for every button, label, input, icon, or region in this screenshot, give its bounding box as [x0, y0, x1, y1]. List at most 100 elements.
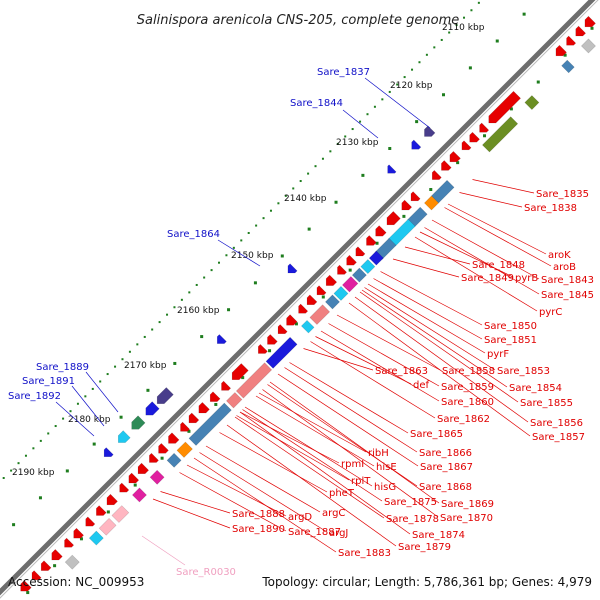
- gene-label-arok[interactable]: aroK: [548, 250, 571, 261]
- gene-label-sare-1859[interactable]: Sare_1859: [441, 382, 494, 393]
- feature-red-arrow-shape: [386, 211, 401, 226]
- gene-label-sare-1878[interactable]: Sare_1878: [386, 514, 439, 525]
- gene-label-argd[interactable]: argD: [288, 512, 312, 523]
- feature-red-arrow: [106, 493, 118, 506]
- gene-label-sare-1849[interactable]: Sare_1849: [461, 273, 514, 284]
- leader-line: [239, 411, 340, 464]
- gene-label-sare-1869[interactable]: Sare_1869: [441, 499, 494, 510]
- gene-label-sare-1890[interactable]: Sare_1890: [232, 524, 285, 535]
- gene-label-sare-1891[interactable]: Sare_1891: [22, 376, 75, 387]
- feature-block: [561, 59, 575, 74]
- gene-label-sare-1844[interactable]: Sare_1844: [290, 98, 343, 109]
- feature-red-arrow-shape: [441, 160, 452, 171]
- gene-label-sare-1866[interactable]: Sare_1866: [419, 448, 472, 459]
- gene-label-sare-1843[interactable]: Sare_1843: [541, 275, 594, 286]
- leader-line-plus: [85, 371, 119, 413]
- gene-label-sare-1883[interactable]: Sare_1883: [338, 548, 391, 559]
- feature-plus-strand: [424, 125, 436, 137]
- gene-label-arob[interactable]: aroB: [553, 262, 576, 273]
- gene-label-sare-1865[interactable]: Sare_1865: [410, 429, 463, 440]
- gene-label-sare-1864[interactable]: Sare_1864: [167, 229, 220, 240]
- gene-label-ribh[interactable]: ribH: [368, 448, 389, 459]
- feature-block: [265, 336, 298, 369]
- gene-label-sare-1855[interactable]: Sare_1855: [520, 398, 573, 409]
- leader-line: [258, 392, 367, 453]
- gene-label-sare-1835[interactable]: Sare_1835: [536, 189, 589, 200]
- gene-label-sare-1853[interactable]: Sare_1853: [497, 366, 550, 377]
- gene-label-sare-1888[interactable]: Sare_1888: [232, 509, 285, 520]
- scale-dot: [381, 98, 384, 101]
- gene-label-sare-1867[interactable]: Sare_1867: [420, 462, 473, 473]
- rna-label-sare-r0030[interactable]: Sare_R0030: [176, 567, 236, 578]
- gene-label-sare-1870[interactable]: Sare_1870: [440, 513, 493, 524]
- feature-red-arrow-shape: [479, 122, 490, 133]
- feature-red-arrow: [277, 324, 288, 335]
- scale-dot: [188, 291, 191, 294]
- feature-block: [188, 402, 232, 446]
- gene-label-rplt[interactable]: rplT: [351, 476, 371, 487]
- gene-label-sare-1850[interactable]: Sare_1850: [484, 321, 537, 332]
- feature-block-shape: [325, 294, 340, 310]
- feature-red-arrow-shape: [401, 199, 413, 211]
- feature-red-arrow-shape: [277, 324, 288, 335]
- gene-label-argc[interactable]: argC: [322, 508, 345, 519]
- scale-dot: [24, 454, 27, 457]
- scale-dot: [166, 313, 169, 316]
- gene-label-sare-1854[interactable]: Sare_1854: [509, 383, 562, 394]
- gene-label-sare-1875[interactable]: Sare_1875: [384, 497, 437, 508]
- gene-label-sare-1889[interactable]: Sare_1889: [36, 362, 89, 373]
- feature-plus-strand: [287, 263, 298, 274]
- gene-label-sare-1858[interactable]: Sare_1858: [442, 366, 495, 377]
- gene-label-sare-1874[interactable]: Sare_1874: [412, 530, 465, 541]
- gene-label-argj[interactable]: argJ: [329, 528, 348, 539]
- gene-label-hise[interactable]: hisE: [376, 462, 397, 473]
- gene-label-pyrc[interactable]: pyrC: [539, 307, 562, 318]
- feature-red-arrow: [316, 285, 327, 296]
- gene-label-sare-1848[interactable]: Sare_1848: [472, 260, 525, 271]
- scale-dot: [180, 298, 183, 301]
- tick-mark-inner: [321, 295, 325, 299]
- gene-label-rpmi[interactable]: rpmI: [341, 459, 364, 470]
- scale-dot: [2, 477, 5, 480]
- gene-label-sare-1837[interactable]: Sare_1837: [317, 67, 370, 78]
- tick-mark-inner: [241, 376, 245, 380]
- gene-label-phet[interactable]: pheT: [329, 488, 355, 499]
- scale-dot: [91, 387, 94, 390]
- gene-label-pyrb[interactable]: pyrB: [515, 273, 538, 284]
- tick-mark-inner: [483, 134, 487, 138]
- leader-line: [199, 452, 328, 533]
- gene-label-sare-1851[interactable]: Sare_1851: [484, 335, 537, 346]
- gene-label-sare-1856[interactable]: Sare_1856: [530, 418, 583, 429]
- gene-label-sare-1879[interactable]: Sare_1879: [398, 542, 451, 553]
- leader-line: [424, 227, 540, 295]
- feature-block: [166, 452, 182, 468]
- feature-red-arrow: [64, 537, 75, 548]
- gene-label-hisg[interactable]: hisG: [374, 482, 396, 493]
- gene-label-sare-1892[interactable]: Sare_1892: [8, 391, 61, 402]
- feature-red-arrow-shape: [85, 516, 96, 527]
- tick-mark-inner: [402, 214, 406, 218]
- kbp-label-2190: 2190 kbp: [12, 468, 55, 478]
- gene-label-sare-1857[interactable]: Sare_1857: [532, 432, 585, 443]
- kbp-label-2140: 2140 kbp: [284, 194, 327, 204]
- feature-block-shape: [309, 304, 331, 325]
- scale-dot: [76, 402, 79, 405]
- feature-red-arrow: [20, 580, 32, 592]
- gene-label-sare-1863[interactable]: Sare_1863: [375, 366, 428, 377]
- gene-label-sare-1845[interactable]: Sare_1845: [541, 290, 594, 301]
- feature-block-shape: [98, 517, 117, 536]
- gene-label-pyrf[interactable]: pyrF: [487, 349, 509, 360]
- gene-label-sare-1838[interactable]: Sare_1838: [524, 203, 577, 214]
- gene-label-sare-1868[interactable]: Sare_1868: [419, 482, 472, 493]
- feature-red-arrow: [119, 482, 130, 493]
- gene-label-def[interactable]: def: [413, 380, 430, 391]
- gene-label-sare-1860[interactable]: Sare_1860: [441, 397, 494, 408]
- scale-dot: [32, 447, 35, 450]
- gene-label-sare-1862[interactable]: Sare_1862: [437, 414, 490, 425]
- feature-plus-strand-shape: [411, 139, 422, 150]
- feature-red-arrow: [346, 254, 357, 266]
- tick-mark-outer: [146, 388, 150, 392]
- feature-red-arrow: [337, 264, 347, 275]
- scale-dot: [10, 469, 13, 472]
- gene-label-sare-1887[interactable]: Sare_1887: [288, 527, 341, 538]
